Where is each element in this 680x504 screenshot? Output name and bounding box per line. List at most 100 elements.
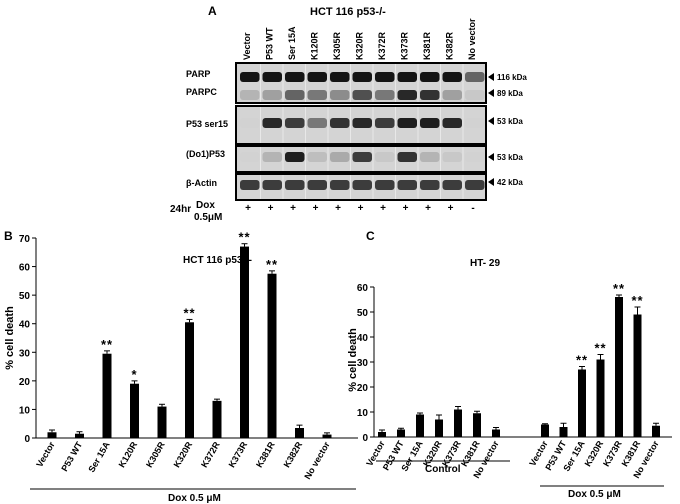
blot-band — [307, 72, 327, 82]
significance-marker: ** — [101, 337, 113, 352]
panel-a-letter: A — [208, 4, 217, 18]
blot-band — [397, 72, 417, 82]
treatment-sign: + — [245, 203, 251, 214]
bar — [578, 369, 586, 437]
blot-band — [240, 90, 260, 100]
x-tick-label: K381R — [254, 440, 277, 470]
blot-band — [375, 118, 395, 128]
bar — [397, 429, 405, 437]
bar — [267, 273, 277, 438]
blot-band — [465, 180, 485, 190]
blot-label: β-Actin — [186, 178, 217, 188]
chart-b: B HCT 116 p53-/- % cell death Dox 0.5 μM… — [4, 229, 358, 504]
panel-b-letter: B — [4, 229, 13, 243]
y-tick-label: 0 — [24, 434, 30, 445]
chart-b-title: HCT 116 p53-/- — [183, 255, 252, 266]
marker-arrow-icon — [488, 73, 494, 81]
y-tick-label: 0 — [362, 433, 368, 444]
blot-band — [397, 118, 417, 128]
bar — [473, 413, 481, 437]
lane-labels: Vector P53 WT Ser 15A K120R K305R K320R K372R K… — [242, 18, 477, 60]
blot-band — [375, 72, 395, 82]
blot-band — [397, 152, 417, 162]
treatment-signs: + + + + + + + + + + - — [245, 203, 475, 214]
blot-band — [397, 180, 417, 190]
treatment-sign: + — [380, 203, 386, 214]
blot-band — [375, 90, 395, 100]
panel-a-title: HCT 116 p53-/- — [310, 6, 386, 18]
y-tick-label: 30 — [19, 348, 31, 359]
significance-marker: ** — [631, 293, 643, 308]
blot-band — [352, 180, 372, 190]
blot-band — [420, 90, 440, 100]
blot-band — [262, 180, 282, 190]
y-tick-label: 10 — [357, 408, 369, 419]
x-tick-label: K120R — [117, 440, 140, 470]
blot-band — [352, 72, 372, 82]
blot-band — [442, 152, 462, 162]
blot-band — [330, 90, 350, 100]
bar — [185, 322, 194, 438]
significance-marker: ** — [238, 230, 250, 245]
blot-band — [330, 180, 350, 190]
blot-band — [262, 90, 282, 100]
treatment-time: 24hr — [170, 204, 191, 215]
bar — [240, 246, 249, 438]
bar — [295, 428, 304, 438]
x-tick-label: K320R — [172, 440, 195, 470]
molecular-weight-label: 116 kDa — [497, 73, 527, 82]
bar — [615, 297, 623, 437]
lane-label: K120R — [310, 31, 320, 60]
bar — [541, 424, 549, 437]
blot-band — [465, 90, 485, 100]
blot-band — [442, 118, 462, 128]
blot-band — [262, 72, 282, 82]
lane-label: Ser 15A — [287, 26, 297, 60]
molecular-weight-label: 42 kDa — [497, 178, 523, 187]
blot-band — [330, 118, 350, 128]
blot-band — [307, 180, 327, 190]
y-tick-label: 20 — [19, 377, 31, 388]
blot-band — [465, 72, 485, 82]
chart-c-title: HT- 29 — [470, 258, 500, 269]
blot-band — [420, 152, 440, 162]
marker-arrow-icon — [488, 153, 494, 161]
blot-band — [240, 180, 260, 190]
lane-label: P53 WT — [265, 27, 275, 60]
blot-band — [240, 152, 260, 162]
y-tick-label: 40 — [19, 320, 31, 331]
y-tick-label: 10 — [19, 405, 31, 416]
blot-label: PARP — [186, 69, 210, 79]
blot-band — [285, 180, 305, 190]
blot-labels: PARP 116 kDa PARPC 89 kDa P53 ser15 53 kDa (Do… — [186, 69, 527, 188]
blot-band — [330, 72, 350, 82]
y-tick-label: 30 — [357, 358, 369, 369]
bar — [652, 425, 660, 437]
bar — [378, 432, 386, 437]
marker-arrow-icon — [488, 89, 494, 97]
bar — [596, 359, 605, 437]
blot-band — [240, 118, 260, 128]
significance-marker: * — [131, 367, 137, 382]
significance-marker: ** — [594, 341, 606, 356]
blot-band — [420, 118, 440, 128]
treatment-sign: + — [403, 203, 409, 214]
lane-label: K373R — [400, 31, 410, 60]
bar — [157, 406, 167, 438]
treatment-sign: - — [471, 203, 474, 214]
x-tick-label: K372R — [199, 440, 222, 470]
chart-c-control-label: Control — [425, 464, 461, 475]
blot-band — [262, 118, 282, 128]
blot-band — [285, 90, 305, 100]
chart-b-group-label: Dox 0.5 μM — [168, 493, 221, 504]
x-tick-label: K373R — [227, 440, 250, 470]
y-tick-label: 50 — [357, 308, 369, 319]
bar — [454, 409, 462, 437]
blot-band — [397, 90, 417, 100]
y-tick-label: 50 — [19, 291, 31, 302]
y-tick-label: 20 — [357, 383, 369, 394]
lane-label: K320R — [355, 31, 365, 60]
bar — [633, 314, 642, 437]
blot-band — [330, 152, 350, 162]
